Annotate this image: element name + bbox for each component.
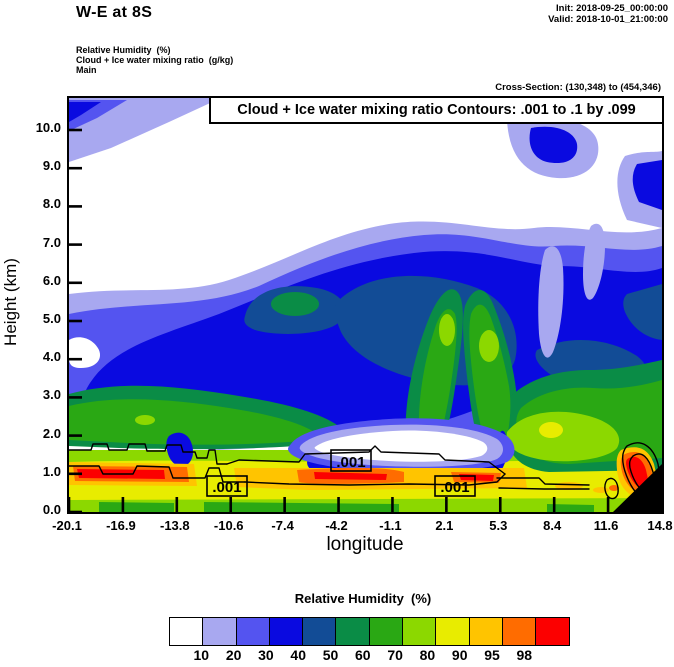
y-tick-label: 10.0 <box>35 119 61 135</box>
colorbar-label: 90 <box>451 647 468 663</box>
rh-fill-regions <box>69 98 662 512</box>
valid-time: Valid: 2018-10-01_21:00:00 <box>548 14 668 25</box>
y-axis-title: Height (km) <box>1 258 20 346</box>
colorbar-cell <box>402 617 437 646</box>
colorbar-label: 50 <box>322 647 339 663</box>
colorbar <box>169 617 570 646</box>
y-tick-label: 5.0 <box>42 310 61 326</box>
colorbar-cell <box>235 617 270 646</box>
cloud-contour-lines <box>69 442 662 505</box>
contour-label: .001 <box>212 479 241 496</box>
colorbar-label: 60 <box>355 647 371 663</box>
run-times: Init: 2018-09-25_00:00:00 Valid: 2018-10… <box>548 3 668 25</box>
y-tick-label: 2.0 <box>42 425 61 441</box>
plot-area: .001 .001 .001 Cloud + Ice water mixing … <box>67 96 664 514</box>
page-title: W-E at 8S <box>76 4 153 21</box>
contour-label-boxes: .001 .001 .001 <box>206 449 476 497</box>
colorbar-cell <box>268 617 304 646</box>
y-tick-label: 3.0 <box>42 387 61 403</box>
colorbar-label: 98 <box>516 647 533 663</box>
field-line-rh: Relative Humidity (%) <box>76 45 171 55</box>
axis-tick-marks <box>69 128 662 512</box>
init-time: Init: 2018-09-25_00:00:00 <box>556 3 668 14</box>
colorbar-label: 80 <box>419 647 436 663</box>
x-tick-label: 2.1 <box>435 518 454 533</box>
y-tick-label: 8.0 <box>42 196 61 212</box>
contour-info-banner: Cloud + Ice water mixing ratio Contours:… <box>209 96 664 124</box>
field-list: Relative Humidity (%) Cloud + Ice water … <box>76 45 233 75</box>
contour-label: .001 <box>440 479 469 496</box>
y-tick-label: 1.0 <box>42 463 61 479</box>
x-tick-label: -10.6 <box>213 518 244 533</box>
x-tick-label: 8.4 <box>543 518 562 533</box>
x-tick-label: 14.8 <box>647 518 673 533</box>
terrain-silhouette <box>613 464 662 512</box>
x-tick-label: -4.2 <box>325 518 348 533</box>
field-line-domain: Main <box>76 65 97 75</box>
colorbar-label: 30 <box>258 647 274 663</box>
colorbar-cell <box>302 617 337 646</box>
colorbar-cell <box>202 617 237 646</box>
x-tick-label: -13.8 <box>159 518 190 533</box>
colorbar-cell <box>368 617 404 646</box>
colorbar-label: 95 <box>484 647 500 663</box>
colorbar-label: 10 <box>193 647 210 663</box>
x-tick-label: -1.1 <box>379 518 402 533</box>
contour-label: .001 <box>336 454 365 471</box>
colorbar-cell <box>435 617 470 646</box>
contour-field-svg: .001 .001 .001 <box>69 98 662 512</box>
y-tick-label: 6.0 <box>42 272 61 288</box>
colorbar-cell <box>468 617 503 646</box>
colorbar-label: 70 <box>387 647 403 663</box>
x-tick-label: 5.3 <box>489 518 508 533</box>
y-tick-label: 7.0 <box>42 234 61 250</box>
y-tick-label: 0.0 <box>42 501 61 517</box>
cross-section-info: Cross-Section: (130,348) to (454,346) <box>495 82 661 93</box>
colorbar-title: Relative Humidity (%) <box>294 591 432 606</box>
colorbar-cell <box>501 617 537 646</box>
x-tick-label: 11.6 <box>593 518 619 533</box>
colorbar-cell <box>169 617 204 646</box>
field-line-cloud: Cloud + Ice water mixing ratio (g/kg) <box>76 55 234 65</box>
colorbar-cell <box>335 617 370 646</box>
x-tick-label: -20.1 <box>52 518 82 533</box>
y-tick-label: 9.0 <box>42 157 61 173</box>
x-tick-label: -7.4 <box>271 518 294 533</box>
colorbar-label: 20 <box>225 647 242 663</box>
x-tick-label: -16.9 <box>106 518 136 533</box>
y-tick-label: 4.0 <box>42 348 61 364</box>
colorbar-label: 40 <box>290 647 307 663</box>
x-axis-title: longitude <box>326 534 404 555</box>
colorbar-cell <box>535 617 570 646</box>
